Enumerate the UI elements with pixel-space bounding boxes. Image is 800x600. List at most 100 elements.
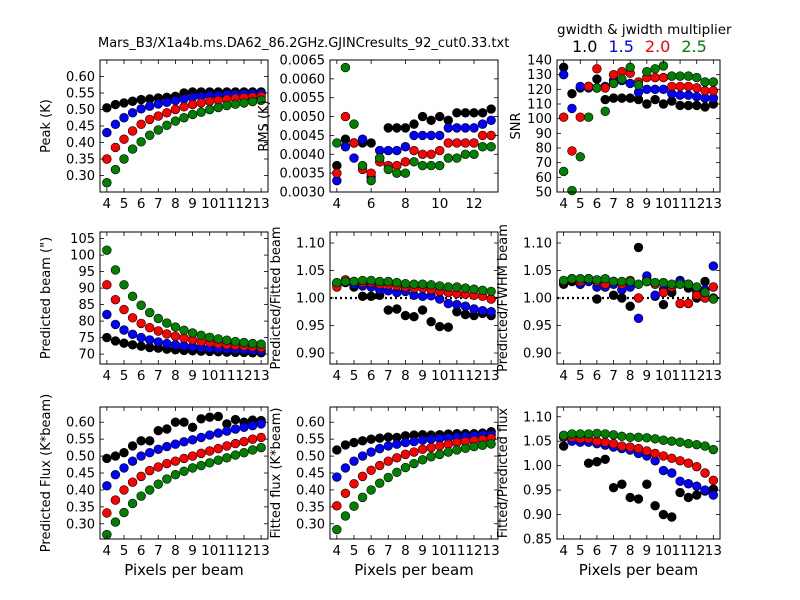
panel-predicted-flux: 4 5 6 7 8 9 10 11 12 13 0.30 0.35 0.400.45 0.50 0.55 0.…: [39, 394, 270, 579]
data-point: [469, 284, 479, 294]
x-tick-label: 7: [154, 368, 163, 384]
data-point: [119, 280, 129, 290]
data-point: [658, 72, 669, 83]
data-point: [205, 96, 215, 106]
data-point: [469, 123, 479, 133]
data-point: [658, 287, 669, 298]
data-point: [477, 305, 488, 316]
data-point: [600, 429, 610, 439]
data-point: [102, 245, 112, 255]
data-point: [349, 479, 359, 489]
series-2.5: [558, 274, 719, 304]
data-point: [392, 304, 402, 314]
data-point: [700, 86, 710, 96]
data-point: [256, 432, 266, 443]
y-tick-label: 0.45: [66, 120, 95, 135]
data-point: [127, 144, 138, 154]
y-tick-label: 0.55: [296, 433, 325, 448]
data-point: [247, 96, 258, 107]
legend-entry-2-5: 2.5: [681, 37, 707, 56]
data-point: [600, 274, 610, 284]
data-point: [435, 321, 445, 332]
data-point: [583, 274, 594, 284]
data-point: [667, 468, 677, 478]
data-point: [650, 434, 660, 444]
data-point: [625, 301, 635, 311]
data-point: [486, 142, 496, 152]
y-tick-label: 0.35: [296, 500, 325, 515]
data-point: [136, 491, 146, 501]
y-tick-label: 0.30: [66, 517, 95, 532]
data-point: [119, 447, 129, 458]
x-tick-label: 13: [253, 196, 270, 212]
data-point: [196, 330, 206, 340]
y-tick-label: 0.55: [66, 433, 95, 448]
y-tick-label: 1.00: [523, 459, 552, 474]
data-point: [162, 424, 172, 434]
data-point: [110, 99, 121, 110]
data-point: [357, 436, 368, 446]
data-point: [205, 104, 215, 115]
data-point: [460, 301, 471, 311]
x-tick-label: 13: [705, 196, 722, 212]
data-point: [222, 441, 232, 451]
data-point: [567, 89, 577, 99]
x-tick-label: 13: [253, 543, 270, 559]
data-point: [366, 485, 376, 495]
data-point: [617, 431, 627, 442]
data-point: [145, 114, 155, 125]
data-point: [392, 453, 402, 463]
data-point: [179, 94, 189, 104]
data-point: [332, 445, 342, 455]
data-point: [617, 74, 627, 84]
data-point: [426, 115, 436, 126]
data-point: [136, 471, 146, 482]
data-point: [435, 449, 445, 460]
data-point: [366, 275, 376, 286]
x-tick-label: 8: [401, 368, 410, 384]
data-point: [375, 433, 385, 443]
series-2.5: [558, 428, 719, 455]
data-point: [700, 102, 710, 112]
data-point: [692, 490, 702, 500]
data-point: [417, 444, 428, 455]
data-point: [558, 441, 569, 451]
data-point: [675, 456, 685, 466]
data-point: [187, 99, 198, 110]
series-2.5: [558, 61, 719, 196]
data-point: [625, 93, 635, 103]
data-point: [153, 111, 163, 121]
data-point: [383, 123, 393, 133]
data-point: [642, 67, 652, 77]
y-tick-label: 1.05: [523, 264, 552, 279]
data-point: [683, 479, 694, 489]
data-point: [608, 69, 619, 80]
x-tick-label: 12: [688, 368, 705, 384]
y-tick-label: 0.95: [523, 319, 552, 334]
data-point: [153, 326, 163, 336]
data-point: [435, 145, 445, 156]
x-axis-label: Pixels per beam: [124, 561, 244, 579]
data-point: [119, 338, 129, 348]
data-point: [153, 462, 163, 472]
data-point: [357, 275, 368, 286]
y-tick-label: 0.60: [66, 70, 95, 85]
data-point: [667, 436, 677, 446]
data-point: [127, 441, 138, 451]
data-point: [256, 95, 266, 105]
y-axis-label: RMS (K): [257, 100, 272, 151]
data-point: [136, 341, 146, 351]
data-point: [650, 84, 660, 95]
y-tick-label: 85: [78, 298, 95, 313]
data-point: [392, 168, 402, 178]
series-2.0: [558, 64, 719, 156]
data-point: [119, 507, 129, 518]
data-point: [409, 157, 419, 167]
data-point: [357, 134, 368, 144]
data-point: [608, 276, 619, 287]
data-point: [187, 435, 198, 445]
data-point: [239, 436, 249, 447]
x-tick-label: 6: [367, 368, 376, 384]
data-point: [633, 80, 644, 90]
